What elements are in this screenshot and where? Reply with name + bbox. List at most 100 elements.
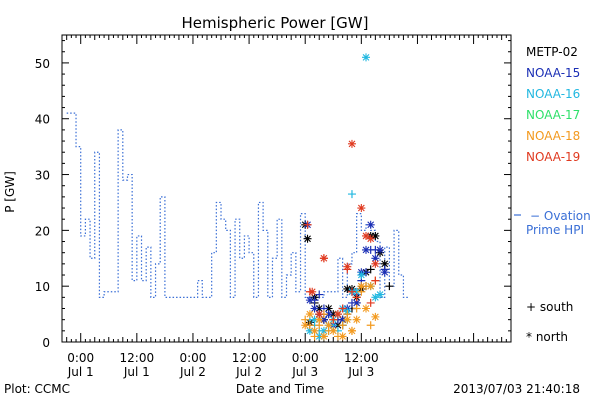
- north-marker: [301, 321, 310, 330]
- north-marker: [329, 326, 338, 335]
- north-marker: [366, 282, 375, 291]
- x-tick-date: Jul 3: [347, 365, 374, 379]
- y-tick-label: 40: [35, 113, 50, 127]
- legend-entry: NOAA-16: [526, 87, 580, 101]
- x-tick-date: Jul 1: [67, 365, 94, 379]
- north-marker: [303, 234, 312, 243]
- plot-timestamp: 2013/07/03 21:40:18: [453, 382, 580, 396]
- legend-entry: NOAA-15: [526, 66, 580, 80]
- north-marker: [357, 204, 366, 213]
- south-marker: [347, 190, 356, 199]
- north-marker: [376, 245, 385, 254]
- north-marker: [338, 315, 347, 324]
- legend-entry: NOAA-19: [526, 150, 580, 164]
- north-marker: [366, 234, 375, 243]
- north-marker: [329, 310, 338, 319]
- south-marker: [352, 293, 361, 302]
- south-marker: [352, 304, 361, 313]
- south-marker: [338, 321, 347, 330]
- legend: METP-02 NOAA-15 NOAA-16 NOAA-17 NOAA-18 NOAA-…: [514, 45, 591, 344]
- north-marker: [319, 326, 328, 335]
- north-marker: [310, 326, 319, 335]
- north-marker: [362, 245, 371, 254]
- satellite-series: [301, 53, 394, 341]
- x-tick-time: 12:00: [232, 351, 267, 365]
- x-tick-time: 0:00: [67, 351, 94, 365]
- south-marker: [338, 304, 347, 313]
- south-marker: [329, 315, 338, 324]
- y-tick-label: 10: [35, 280, 50, 294]
- north-marker: [352, 298, 361, 307]
- north-marker: [324, 310, 333, 319]
- north-marker: [343, 315, 352, 324]
- legend-entry: METP-02: [526, 45, 578, 59]
- south-marker: [385, 282, 394, 291]
- north-marker: [371, 231, 380, 240]
- x-axis-label: Date and Time: [236, 382, 324, 396]
- north-marker: [319, 332, 328, 341]
- north-marker: [319, 254, 328, 263]
- x-tick-date: Jul 2: [235, 365, 262, 379]
- north-marker: [338, 332, 347, 341]
- legend-entry: NOAA-17: [526, 108, 580, 122]
- south-marker: [303, 220, 312, 229]
- ovation-legend-label: Prime HPI: [526, 223, 584, 237]
- x-tick-time: 0:00: [179, 351, 206, 365]
- ovation-line: [66, 112, 409, 298]
- south-marker: [347, 287, 356, 296]
- x-tick-time: 0:00: [292, 351, 319, 365]
- south-marker: [366, 265, 375, 274]
- north-marker: [310, 304, 319, 313]
- north-marker: [362, 53, 371, 62]
- north-marker: [357, 271, 366, 280]
- y-tick-label: 50: [35, 57, 50, 71]
- y-tick-label: 20: [35, 224, 50, 238]
- north-marker: [352, 315, 361, 324]
- north-marker: [362, 231, 371, 240]
- north-marker: [310, 315, 319, 324]
- north-marker: [371, 259, 380, 268]
- north-marker: [376, 290, 385, 299]
- north-marker: [324, 321, 333, 330]
- north-marker: [347, 139, 356, 148]
- north-marker: [371, 293, 380, 302]
- y-axis-label: P [GW]: [3, 171, 17, 213]
- north-marker: [347, 326, 356, 335]
- north-marker: [343, 284, 352, 293]
- north-marker: [315, 315, 324, 324]
- north-marker: [305, 296, 314, 305]
- symbol-key-south: + south: [526, 300, 573, 314]
- x-tick-date: Jul 2: [179, 365, 206, 379]
- north-marker: [315, 332, 324, 341]
- plot-credit: Plot: CCMC: [4, 382, 70, 396]
- north-marker: [352, 287, 361, 296]
- north-marker: [371, 312, 380, 321]
- south-marker: [315, 290, 324, 299]
- ovation-legend-label: − Ovation: [530, 209, 591, 223]
- y-tick-label: 30: [35, 169, 50, 183]
- north-marker: [305, 310, 314, 319]
- x-tick-date: Jul 3: [291, 365, 318, 379]
- north-marker: [371, 254, 380, 263]
- y-tick-label: 0: [42, 336, 50, 350]
- ovation-series: [66, 112, 409, 298]
- north-marker: [357, 282, 366, 291]
- symbol-key-north: * north: [526, 330, 568, 344]
- north-marker: [333, 310, 342, 319]
- north-marker: [343, 262, 352, 271]
- x-tick-date: Jul 1: [123, 365, 150, 379]
- north-marker: [315, 304, 324, 313]
- north-marker: [380, 268, 389, 277]
- north-marker: [366, 220, 375, 229]
- legend-entry: NOAA-18: [526, 129, 580, 143]
- x-tick-time: 12:00: [344, 351, 379, 365]
- south-marker: [371, 276, 380, 285]
- north-marker: [380, 259, 389, 268]
- south-marker: [366, 298, 375, 307]
- north-marker: [315, 310, 324, 319]
- chart-title: Hemispheric Power [GW]: [182, 14, 369, 32]
- north-marker: [362, 304, 371, 313]
- north-marker: [319, 315, 328, 324]
